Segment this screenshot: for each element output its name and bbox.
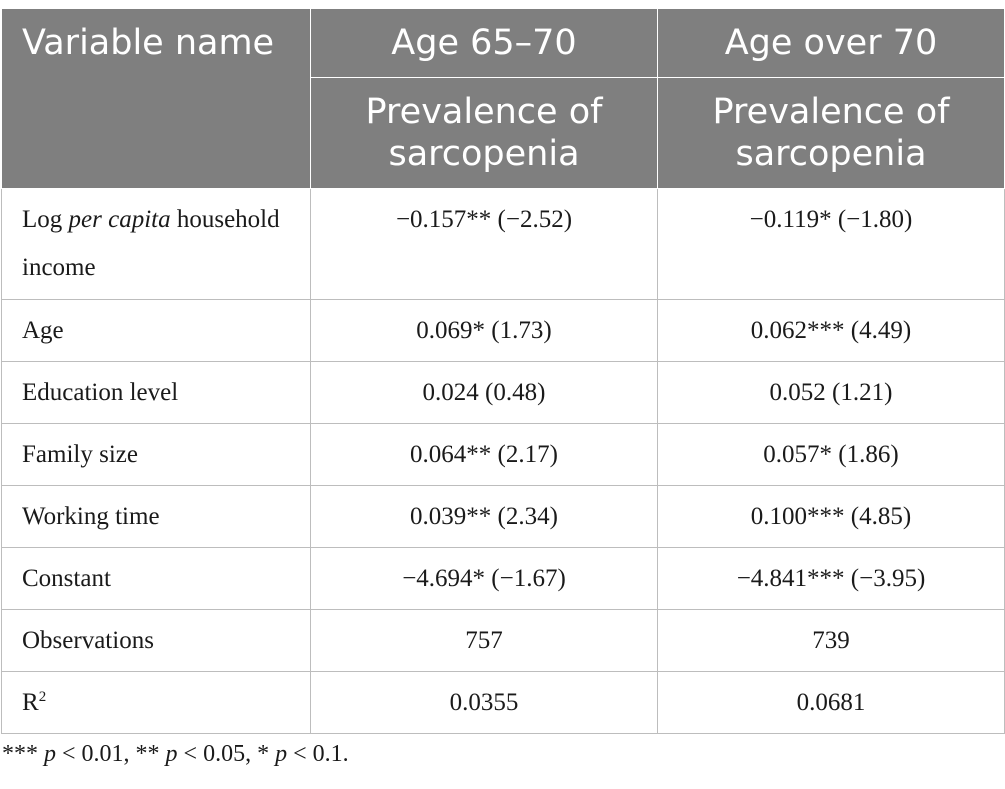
cell-value: 0.039** (2.34) xyxy=(310,485,658,548)
table-row: Education level 0.024 (0.48) 0.052 (1.21… xyxy=(1,361,1005,424)
cell-value: 739 xyxy=(657,609,1005,672)
header-age-65-70: Age 65–70 xyxy=(310,8,658,78)
cell-value: 0.057* (1.86) xyxy=(657,423,1005,486)
row-label-income: Log per capita household income xyxy=(1,188,311,300)
row-label-age: Age xyxy=(1,299,311,362)
header-age-over-70: Age over 70 xyxy=(657,8,1005,78)
significance-note: *** p < 0.01, ** p < 0.05, * p < 0.1. xyxy=(2,741,349,767)
cell-value: 0.069* (1.73) xyxy=(310,299,658,362)
row-label-family-size: Family size xyxy=(1,423,311,486)
cell-value: 0.0681 xyxy=(657,671,1005,734)
row-label-r-squared: R2 xyxy=(1,671,311,734)
row-label-working-time: Working time xyxy=(1,485,311,548)
cell-value: −0.157** (−2.52) xyxy=(310,188,658,300)
row-label-education: Education level xyxy=(1,361,311,424)
table-row: Observations 757 739 xyxy=(1,609,1005,672)
cell-value: 0.064** (2.17) xyxy=(310,423,658,486)
table-row: R2 0.0355 0.0681 xyxy=(1,671,1005,734)
table-row: Constant −4.694* (−1.67) −4.841*** (−3.9… xyxy=(1,547,1005,610)
subheader-prevalence-2: Prevalence of sarcopenia xyxy=(657,77,1005,189)
cell-value: 0.062*** (4.49) xyxy=(657,299,1005,362)
cell-value: −0.119* (−1.80) xyxy=(657,188,1005,300)
cell-value: −4.841*** (−3.95) xyxy=(657,547,1005,610)
table-row: Family size 0.064** (2.17) 0.057* (1.86) xyxy=(1,423,1005,486)
cell-value: 757 xyxy=(310,609,658,672)
subheader-row: Prevalence of sarcopenia Prevalence of s… xyxy=(2,77,1005,189)
cell-value: −4.694* (−1.67) xyxy=(310,547,658,610)
cell-value: 0.024 (0.48) xyxy=(310,361,658,424)
table-row: Age 0.069* (1.73) 0.062*** (4.49) xyxy=(1,299,1005,362)
superscript-2: 2 xyxy=(38,689,47,705)
table-row: Log per capita household income −0.157**… xyxy=(1,188,1005,300)
cell-value: 0.100*** (4.85) xyxy=(657,485,1005,548)
cell-value: 0.0355 xyxy=(310,671,658,734)
subheader-prevalence-1: Prevalence of sarcopenia xyxy=(310,77,658,189)
row-label-constant: Constant xyxy=(1,547,311,610)
italic-per-capita: per capita xyxy=(68,206,171,233)
header-variable-name: Variable name xyxy=(1,8,311,189)
regression-table: Variable name Age 65–70 Age over 70 Prev… xyxy=(1,8,1005,734)
table-row: Working time 0.039** (2.34) 0.100*** (4.… xyxy=(1,485,1005,548)
row-label-observations: Observations xyxy=(1,609,311,672)
cell-value: 0.052 (1.21) xyxy=(657,361,1005,424)
header-row: Variable name Age 65–70 Age over 70 xyxy=(1,8,1005,189)
